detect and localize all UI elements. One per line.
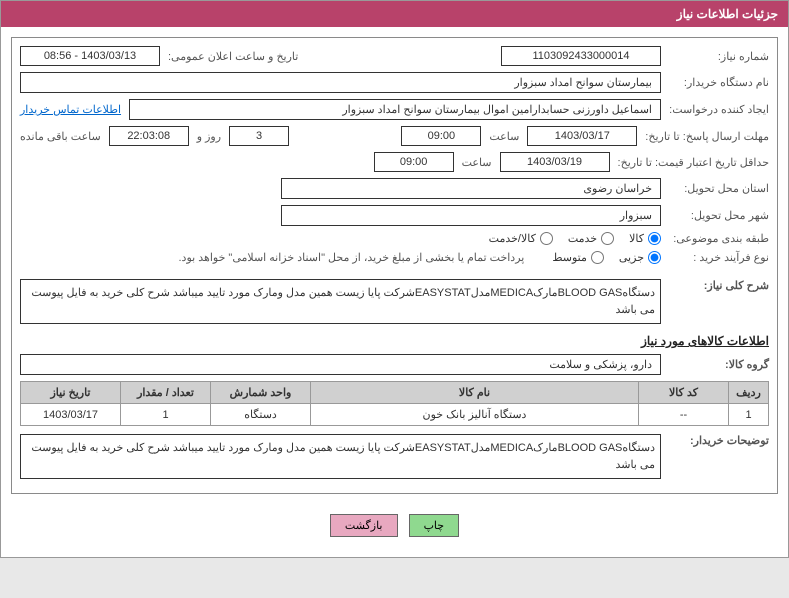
city-label: شهر محل تحویل: — [669, 209, 769, 222]
th-code: کد کالا — [639, 382, 729, 404]
announce-datetime-label: تاریخ و ساعت اعلان عمومی: — [168, 50, 298, 63]
province-label: استان محل تحویل: — [669, 182, 769, 195]
buyer-notes-label: توضیحات خریدار: — [669, 434, 769, 447]
cell-unit: دستگاه — [211, 404, 311, 426]
content-area: شماره نیاز: 1103092433000014 تاریخ و ساع… — [1, 27, 788, 557]
radio-medium-input[interactable] — [591, 251, 604, 264]
announce-datetime-value: 1403/03/13 - 08:56 — [20, 46, 160, 66]
time-label-1: ساعت — [489, 130, 519, 143]
th-unit: واحد شمارش — [211, 382, 311, 404]
buyer-notes-text: دستگاهBLOOD GASمارکMEDICAمدلEASYSTATشرکت… — [20, 434, 661, 479]
city-value: سبزوار — [281, 205, 661, 226]
days-remaining-value: 3 — [229, 126, 289, 146]
countdown-value: 22:03:08 — [109, 126, 189, 146]
th-date: تاریخ نیاز — [21, 382, 121, 404]
need-number-label: شماره نیاز: — [669, 50, 769, 63]
purchase-type-radio-group: جزیی متوسط — [552, 251, 661, 264]
goods-table: ردیف کد کالا نام کالا واحد شمارش تعداد /… — [20, 381, 769, 426]
radio-medium[interactable]: متوسط — [552, 251, 604, 264]
main-container: جزئیات اطلاعات نیاز شماره نیاز: 11030924… — [0, 0, 789, 558]
description-label: شرح کلی نیاز: — [669, 279, 769, 292]
buyer-org-value: بیمارستان سوانح امداد سبزوار — [20, 72, 661, 93]
need-number-value: 1103092433000014 — [501, 46, 661, 66]
radio-service[interactable]: خدمت — [568, 232, 614, 245]
radio-goods-input[interactable] — [648, 232, 661, 245]
back-button[interactable]: بازگشت — [330, 514, 398, 537]
time-label-2: ساعت — [462, 156, 492, 169]
radio-goods-service-input[interactable] — [540, 232, 553, 245]
days-and-label: روز و — [197, 130, 221, 143]
radio-service-input[interactable] — [601, 232, 614, 245]
purchase-type-label: نوع فرآیند خرید : — [669, 251, 769, 264]
cell-code: -- — [639, 404, 729, 426]
th-row: ردیف — [729, 382, 769, 404]
print-button[interactable]: چاپ — [409, 514, 460, 537]
category-radio-group: کالا خدمت کالا/خدمت — [489, 232, 661, 245]
province-value: خراسان رضوی — [281, 178, 661, 199]
cell-date: 1403/03/17 — [21, 404, 121, 426]
remaining-label: ساعت باقی مانده — [20, 130, 101, 143]
page-title-bar: جزئیات اطلاعات نیاز — [1, 1, 788, 27]
category-label: طبقه بندی موضوعی: — [669, 232, 769, 245]
th-name: نام کالا — [311, 382, 639, 404]
button-row: چاپ بازگشت — [11, 504, 778, 547]
validity-date-value: 1403/03/19 — [500, 152, 610, 172]
cell-qty: 1 — [121, 404, 211, 426]
radio-goods-service[interactable]: کالا/خدمت — [489, 232, 553, 245]
goods-group-label: گروه کالا: — [669, 358, 769, 371]
buyer-contact-link[interactable]: اطلاعات تماس خریدار — [20, 103, 121, 116]
purchase-note: پرداخت تمام یا بخشی از مبلغ خرید، از محل… — [179, 251, 525, 264]
requester-value: اسماعیل داورزنی حسابدارامین اموال بیمارس… — [129, 99, 661, 120]
table-row: 1 -- دستگاه آنالیز بانک خون دستگاه 1 140… — [21, 404, 769, 426]
goods-group-value: دارو، پزشکی و سلامت — [20, 354, 661, 375]
response-time-value: 09:00 — [401, 126, 481, 146]
goods-info-title: اطلاعات کالاهای مورد نیاز — [20, 334, 769, 348]
cell-num: 1 — [729, 404, 769, 426]
description-text: دستگاهBLOOD GASمارکMEDICAمدلEASYSTATشرکت… — [20, 279, 661, 324]
validity-label: حداقل تاریخ اعتبار قیمت: تا تاریخ: — [618, 156, 769, 169]
page-title: جزئیات اطلاعات نیاز — [677, 7, 778, 21]
response-deadline-label: مهلت ارسال پاسخ: تا تاریخ: — [645, 130, 769, 143]
buyer-org-label: نام دستگاه خریدار: — [669, 76, 769, 89]
th-qty: تعداد / مقدار — [121, 382, 211, 404]
radio-goods[interactable]: کالا — [629, 232, 661, 245]
radio-partial[interactable]: جزیی — [619, 251, 661, 264]
cell-name: دستگاه آنالیز بانک خون — [311, 404, 639, 426]
details-panel: شماره نیاز: 1103092433000014 تاریخ و ساع… — [11, 37, 778, 494]
radio-partial-input[interactable] — [648, 251, 661, 264]
response-date-value: 1403/03/17 — [527, 126, 637, 146]
validity-time-value: 09:00 — [374, 152, 454, 172]
requester-label: ایجاد کننده درخواست: — [669, 103, 769, 116]
